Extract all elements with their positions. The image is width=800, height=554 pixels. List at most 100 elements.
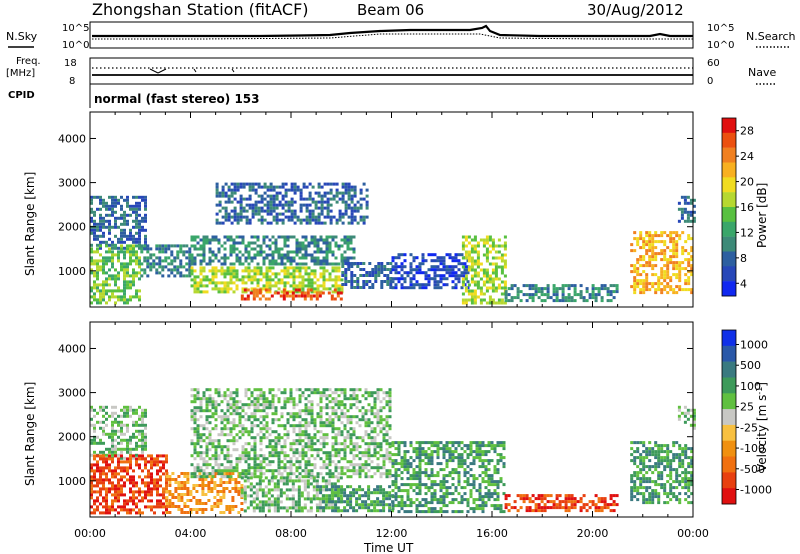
velocity-cell xyxy=(397,510,401,514)
velocity-cell xyxy=(177,508,181,511)
velocity-cell xyxy=(258,482,262,486)
velocity-cell xyxy=(126,414,129,418)
velocity-cell xyxy=(207,490,211,493)
power-cell xyxy=(689,210,693,214)
velocity-cell xyxy=(138,423,141,427)
power-cell xyxy=(111,210,114,214)
power-cell xyxy=(90,286,93,290)
power-cell xyxy=(494,250,498,254)
power-cell xyxy=(123,219,126,223)
velocity-cell xyxy=(105,460,108,464)
power-cell xyxy=(247,256,251,260)
power-cell xyxy=(678,279,682,283)
power-cell xyxy=(403,277,407,281)
power-cell xyxy=(108,219,111,223)
velocity-cell xyxy=(418,441,422,445)
velocity-cell xyxy=(208,388,212,392)
velocity-cell xyxy=(193,397,197,401)
power-cell xyxy=(660,231,664,235)
velocity-cell xyxy=(126,499,129,503)
velocity-cell xyxy=(111,405,114,409)
power-cell xyxy=(318,294,322,298)
power-cell xyxy=(467,259,471,263)
power-cell xyxy=(686,201,690,205)
power-cell xyxy=(229,244,233,248)
velocity-cell xyxy=(165,502,169,505)
velocity-cell xyxy=(418,474,422,478)
velocity-cell xyxy=(250,415,254,419)
velocity-cell xyxy=(331,472,335,476)
power-cell xyxy=(170,244,174,248)
velocity-cell xyxy=(144,426,147,430)
velocity-cell xyxy=(141,481,144,485)
nave-dip xyxy=(157,68,167,74)
power-cell xyxy=(232,281,236,285)
velocity-cell xyxy=(222,472,226,475)
power-cell xyxy=(268,259,272,263)
power-cell xyxy=(170,259,174,263)
power-cell xyxy=(218,200,222,204)
velocity-cell xyxy=(358,418,362,422)
power-cell xyxy=(111,289,114,293)
velocity-cell xyxy=(292,472,296,476)
velocity-cell xyxy=(373,406,377,410)
power-cell xyxy=(531,299,535,303)
power-cell xyxy=(247,272,251,276)
velocity-cell xyxy=(135,444,138,448)
velocity-cell xyxy=(114,508,117,512)
power-cell xyxy=(252,294,256,298)
velocity-cell xyxy=(168,484,172,487)
power-cell xyxy=(188,274,192,278)
power-cell xyxy=(126,301,129,305)
power-cell xyxy=(356,277,360,280)
velocity-cell xyxy=(304,418,308,422)
power-cell xyxy=(675,255,679,259)
power-cell xyxy=(96,277,99,281)
power-cell xyxy=(114,277,117,281)
velocity-cell xyxy=(343,466,347,470)
power-cell xyxy=(672,261,676,265)
power-cell xyxy=(299,194,303,198)
power-cell xyxy=(272,215,276,219)
power-cell xyxy=(341,194,345,198)
velocity-cell xyxy=(400,495,404,499)
velocity-cell xyxy=(343,506,347,510)
power-cell xyxy=(176,250,180,254)
velocity-cell xyxy=(379,475,383,479)
power-cell xyxy=(513,296,517,300)
power-cell xyxy=(126,286,129,290)
power-cell xyxy=(380,280,384,283)
power-cell xyxy=(500,298,504,302)
power-cell xyxy=(229,235,233,239)
velocity-cell xyxy=(382,418,386,422)
power-cell xyxy=(657,279,661,283)
power-cell xyxy=(488,250,492,254)
power-cell xyxy=(126,244,129,248)
velocity-cell xyxy=(268,439,272,443)
power-cell xyxy=(666,258,670,262)
power-cell xyxy=(269,188,273,192)
velocity-cell xyxy=(391,459,395,463)
power-cell xyxy=(132,237,135,241)
velocity-cell xyxy=(331,445,335,449)
power-cell xyxy=(421,256,425,260)
velocity-cell xyxy=(123,460,126,464)
velocity-cell xyxy=(394,441,398,445)
power-cell xyxy=(636,258,640,262)
velocity-cell xyxy=(205,403,209,407)
velocity-cell xyxy=(265,463,269,467)
velocity-cell xyxy=(340,469,344,473)
velocity-cell xyxy=(367,494,371,498)
power-cell xyxy=(331,250,335,254)
velocity-cell xyxy=(373,491,377,495)
velocity-cell xyxy=(346,409,350,413)
velocity-cell xyxy=(217,454,221,458)
power-cell xyxy=(111,262,114,266)
velocity-cell xyxy=(114,450,117,454)
power-cell xyxy=(90,228,93,232)
velocity-cell xyxy=(141,457,144,461)
power-cell xyxy=(290,209,294,213)
power-cell xyxy=(476,241,480,245)
velocity-cell xyxy=(382,424,386,428)
velocity-cell xyxy=(412,474,416,478)
